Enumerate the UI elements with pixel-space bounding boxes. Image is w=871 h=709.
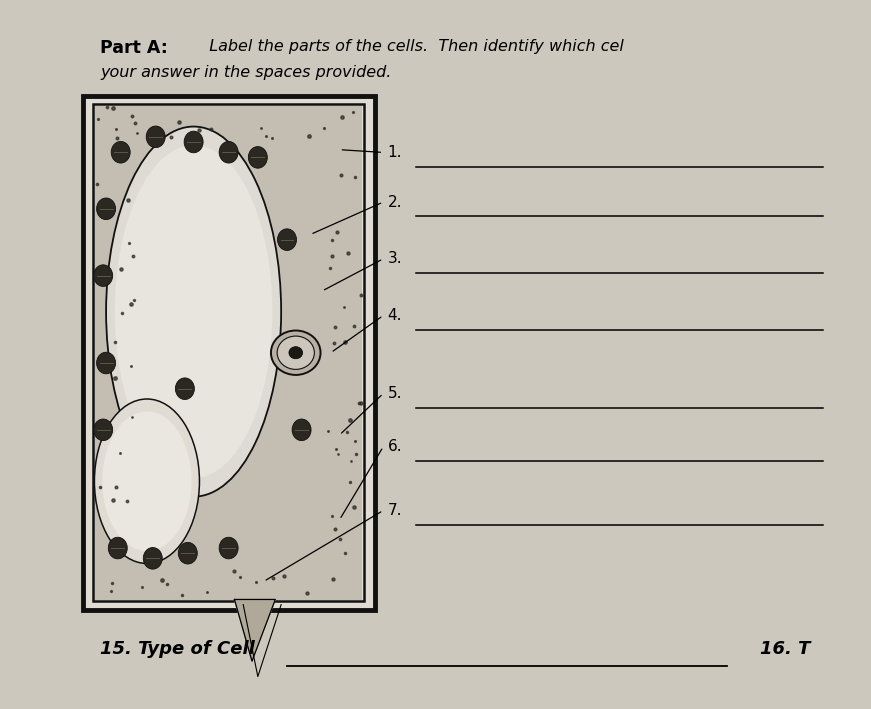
Ellipse shape xyxy=(108,537,127,559)
Ellipse shape xyxy=(271,330,321,375)
Text: 3.: 3. xyxy=(388,251,402,267)
Polygon shape xyxy=(234,599,275,661)
Ellipse shape xyxy=(102,411,192,551)
Ellipse shape xyxy=(292,419,311,440)
Ellipse shape xyxy=(184,131,203,152)
Text: 15. Type of Cell: 15. Type of Cell xyxy=(100,640,255,658)
Ellipse shape xyxy=(219,142,238,163)
Text: 2.: 2. xyxy=(388,194,402,210)
Ellipse shape xyxy=(278,229,296,250)
Ellipse shape xyxy=(144,547,162,569)
Text: 1.: 1. xyxy=(388,145,402,160)
Text: 4.: 4. xyxy=(388,308,402,323)
Ellipse shape xyxy=(219,537,238,559)
Ellipse shape xyxy=(106,127,281,496)
Ellipse shape xyxy=(115,145,273,478)
Text: your answer in the spaces provided.: your answer in the spaces provided. xyxy=(100,65,392,80)
Ellipse shape xyxy=(175,378,194,399)
Text: Part A:: Part A: xyxy=(100,39,168,57)
Ellipse shape xyxy=(94,419,112,440)
Ellipse shape xyxy=(146,126,165,147)
Text: 5.: 5. xyxy=(388,386,402,401)
Ellipse shape xyxy=(277,336,314,369)
Ellipse shape xyxy=(111,142,130,163)
Text: 6.: 6. xyxy=(388,439,402,454)
Bar xyxy=(83,96,375,610)
Ellipse shape xyxy=(94,399,199,564)
Ellipse shape xyxy=(289,347,302,359)
Ellipse shape xyxy=(94,265,112,286)
Ellipse shape xyxy=(97,198,116,220)
Text: 16. T: 16. T xyxy=(760,640,811,658)
Bar xyxy=(95,106,362,600)
Text: 7.: 7. xyxy=(388,503,402,518)
Bar xyxy=(93,104,364,601)
Ellipse shape xyxy=(97,352,116,374)
Ellipse shape xyxy=(179,542,197,564)
Text: Label the parts of the cells.  Then identify which cel: Label the parts of the cells. Then ident… xyxy=(199,39,624,54)
Ellipse shape xyxy=(248,147,267,168)
